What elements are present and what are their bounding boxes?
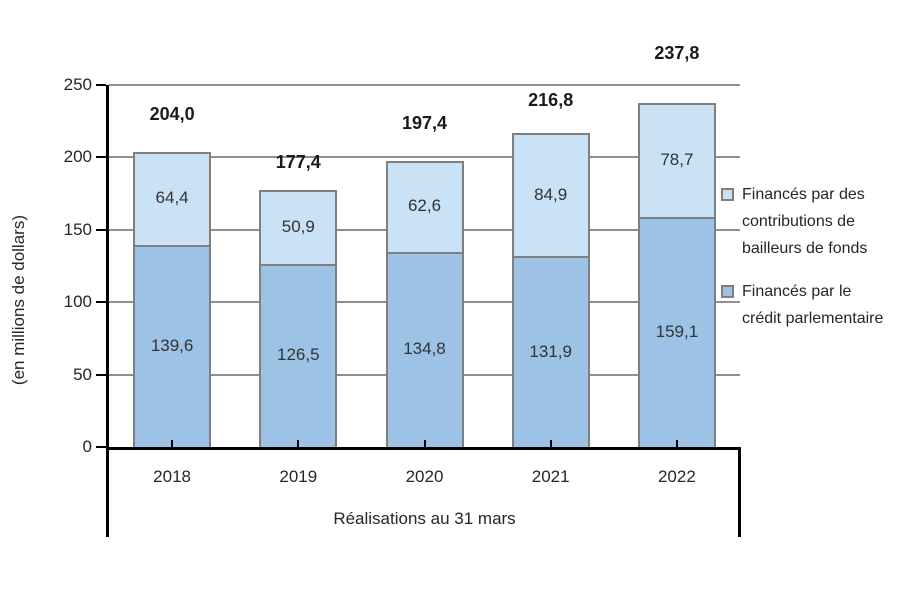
x-tick-label: 2022 [657,467,696,486]
segment-value-label: 159,1 [655,321,699,341]
bar-segment-credit [259,263,338,447]
y-tick-label: 200 [63,147,92,167]
bar-segment-contributions [511,133,590,256]
x-axis-tick [675,440,678,447]
y-tick-label: 150 [63,219,92,239]
segment-value-label: 134,8 [403,339,446,359]
bar-total-label: 197,4 [401,113,448,134]
bar-segment-credit [385,251,464,447]
bar-segment-contributions [133,151,212,245]
y-tick-label: 50 [73,364,92,384]
y-axis-tick [96,373,106,376]
x-tick-label: 2020 [405,467,444,486]
legend-item-credit: Financés par le crédit parlementaire [721,278,913,332]
gridline [109,84,740,86]
bar-total-label: 204,0 [149,103,195,124]
segment-value-label: 131,9 [529,341,572,361]
segment-value-label: 62,6 [407,196,442,216]
y-axis-tick [96,301,106,304]
legend-item-contributions: Financés par des contributions de baille… [721,181,913,262]
y-axis-tick [96,84,106,86]
y-axis-tick [96,228,106,231]
legend-swatch-contributions-icon [721,188,734,201]
bar-segment-contributions [385,161,464,252]
gridline [109,156,740,159]
x-axis-tick [549,440,552,447]
bar-segment-contributions [259,190,338,264]
y-axis-tick [96,156,106,159]
segment-value-label: 78,7 [660,149,694,169]
y-tick-label: 250 [63,75,92,94]
x-axis-line [106,447,740,450]
segment-value-label: 50,9 [281,216,315,236]
bar-total-label: 216,8 [528,90,574,111]
legend-label-contributions: Financés par des contributions de baille… [742,186,868,257]
y-axis-title-text: (en millions de dollars) [9,214,28,386]
bar-total-label: 177,4 [275,152,321,173]
bar-segment-credit [133,244,212,447]
category-separator-right [738,447,741,537]
y-axis-tick [96,446,106,448]
bar-segment-credit [637,216,716,447]
bar-segment-contributions [637,102,716,217]
y-tick-label: 100 [63,292,92,312]
legend-label-credit: Financés par le crédit parlementaire [742,283,884,327]
y-axis-line [106,85,109,537]
legend: Financés par des contributions de baille… [721,181,913,348]
x-axis-tick [423,440,426,447]
segment-value-label: 139,6 [150,335,194,355]
x-axis-title: Réalisations au 31 mars [333,509,516,528]
segment-value-label: 84,9 [534,184,568,204]
x-axis-tick [171,440,174,447]
x-axis-tick [297,440,300,447]
legend-swatch-credit-icon [721,285,734,298]
x-tick-label: 2018 [153,467,191,486]
segment-value-label: 64,4 [155,188,189,208]
segment-value-label: 126,5 [277,345,320,365]
bar-segment-credit [511,256,590,447]
y-tick-label: 0 [82,437,92,456]
y-axis-title: (en millions de dollars) [2,105,36,495]
x-tick-label: 2021 [531,467,570,486]
bar-total-label: 237,8 [654,42,700,63]
x-tick-label: 2019 [279,467,318,486]
